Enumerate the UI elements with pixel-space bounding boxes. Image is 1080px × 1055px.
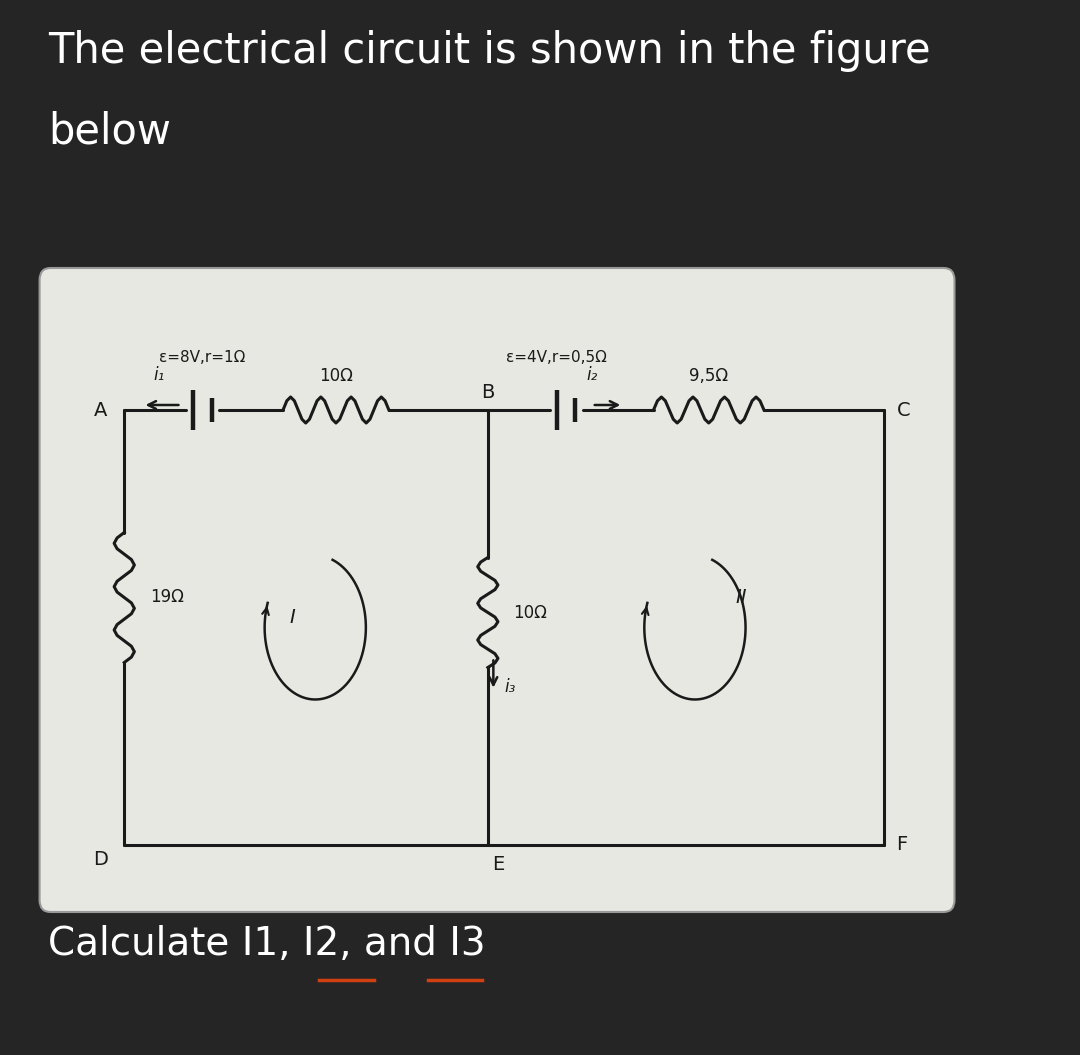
Text: i₂: i₂ [586,366,597,384]
Text: B: B [482,383,495,402]
Text: 19Ω: 19Ω [150,589,184,607]
Text: below: below [48,110,171,152]
Text: II: II [735,588,746,607]
Text: Calculate I1, I2, and I3: Calculate I1, I2, and I3 [48,925,486,963]
Text: 10Ω: 10Ω [514,603,548,621]
Text: i₁: i₁ [153,366,165,384]
Text: C: C [896,401,910,420]
Text: F: F [896,836,908,855]
Text: E: E [492,855,504,874]
Text: i₃: i₃ [504,678,515,696]
Text: 9,5Ω: 9,5Ω [689,367,728,385]
FancyBboxPatch shape [40,268,955,912]
Text: A: A [94,401,108,420]
Text: The electrical circuit is shown in the figure: The electrical circuit is shown in the f… [48,30,931,72]
Text: I: I [289,608,295,627]
Text: ε=4V,r=0,5Ω: ε=4V,r=0,5Ω [507,350,607,365]
Text: D: D [93,850,108,869]
Text: ε=8V,r=1Ω: ε=8V,r=1Ω [160,350,245,365]
Text: 10Ω: 10Ω [319,367,353,385]
